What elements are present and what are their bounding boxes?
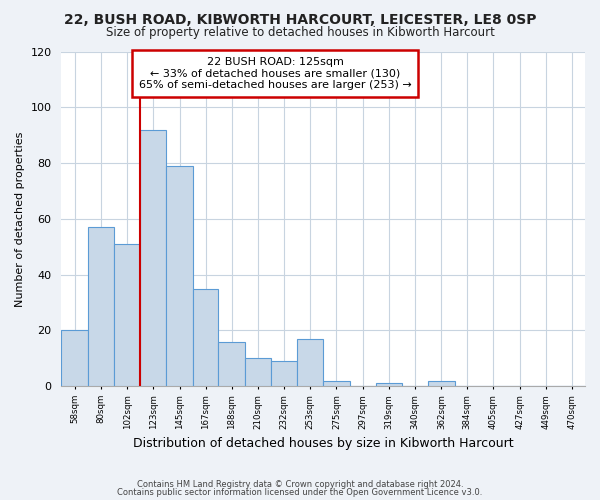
Bar [376, 384, 401, 386]
Text: Size of property relative to detached houses in Kibworth Harcourt: Size of property relative to detached ho… [106, 26, 494, 39]
Bar [323, 380, 350, 386]
Text: 22 BUSH ROAD: 125sqm
← 33% of detached houses are smaller (130)
65% of semi-deta: 22 BUSH ROAD: 125sqm ← 33% of detached h… [139, 57, 412, 90]
Text: Contains HM Land Registry data © Crown copyright and database right 2024.: Contains HM Land Registry data © Crown c… [137, 480, 463, 489]
Bar [115, 244, 140, 386]
Bar [296, 338, 323, 386]
X-axis label: Distribution of detached houses by size in Kibworth Harcourt: Distribution of detached houses by size … [133, 437, 514, 450]
Text: Contains public sector information licensed under the Open Government Licence v3: Contains public sector information licen… [118, 488, 482, 497]
Bar [61, 330, 88, 386]
Bar [166, 166, 193, 386]
Bar [193, 288, 218, 386]
Bar [88, 227, 115, 386]
Bar [218, 342, 245, 386]
Bar [140, 130, 166, 386]
Text: 22, BUSH ROAD, KIBWORTH HARCOURT, LEICESTER, LE8 0SP: 22, BUSH ROAD, KIBWORTH HARCOURT, LEICES… [64, 12, 536, 26]
Bar [245, 358, 271, 386]
Bar [428, 380, 455, 386]
Y-axis label: Number of detached properties: Number of detached properties [15, 131, 25, 306]
Bar [271, 361, 296, 386]
